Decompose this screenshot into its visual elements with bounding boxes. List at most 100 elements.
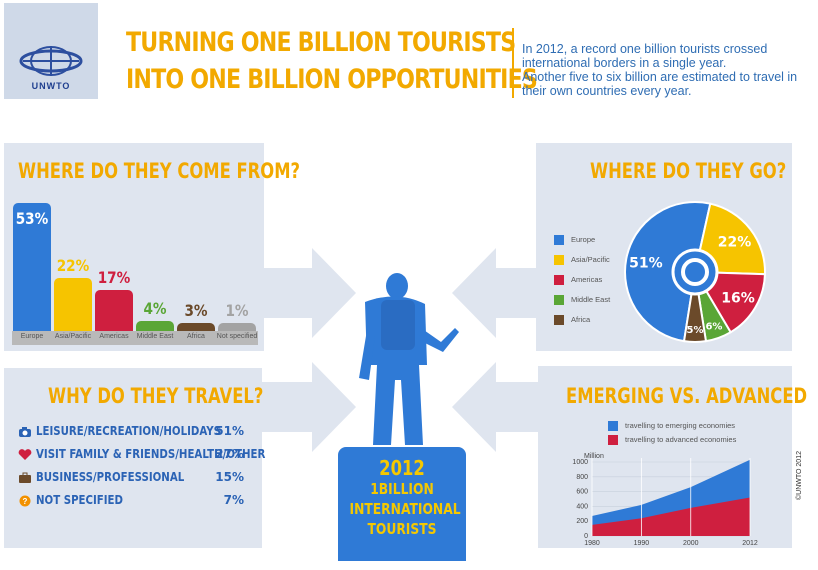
headline-line1: TURNING ONE BILLION TOURISTS	[126, 27, 516, 58]
bar-value-label: 22%	[56, 255, 90, 275]
pie-chart: 51% 22% 16% 6%5%	[624, 201, 766, 343]
why-row: VISIT FAMILY & FRIENDS/HEALTH/OTHER 27%	[18, 447, 265, 466]
bar-europe	[13, 203, 51, 331]
headline: TURNING ONE BILLION TOURISTS INTO ONE BI…	[126, 24, 538, 98]
bar-africa	[177, 323, 215, 331]
bar-value-label: 53%	[15, 209, 49, 228]
briefcase-icon	[18, 471, 32, 489]
center-international: INTERNATIONAL	[349, 500, 461, 518]
svg-text:?: ?	[23, 497, 28, 506]
bar-category-label: Americas	[99, 333, 129, 340]
why-panel: WHY DO THEY TRAVEL? LEISURE/RECREATION/H…	[4, 368, 265, 548]
legend-item: Europe	[554, 235, 654, 246]
copyright: ©UNWTO 2012	[796, 451, 803, 500]
heart-icon	[18, 448, 32, 466]
intro-line2: Another five to six billion are estimate…	[522, 70, 798, 98]
arrow-right-bottom-icon	[262, 362, 356, 452]
y-tick-label: 1000	[572, 459, 588, 466]
y-unit-label: Million	[584, 453, 604, 460]
come-from-panel: WHERE DO THEY COME FROM? 53% Europe 22% Asi…	[4, 143, 300, 351]
intro-text: In 2012, a record one billion tourists c…	[522, 42, 802, 98]
legend-emerging: travelling to emerging economies	[608, 421, 736, 432]
pie-slice-label: 5%	[687, 325, 704, 336]
y-tick-label: 0	[584, 533, 588, 540]
center-tourists: TOURISTS	[367, 520, 437, 538]
bar-category-label: Asia/Pacific	[54, 333, 92, 340]
logo-text: UNWTO	[31, 81, 71, 91]
divider	[512, 28, 514, 98]
bar-base	[12, 331, 258, 345]
intro-line1: In 2012, a record one billion tourists c…	[522, 42, 768, 70]
legend-label: Americas	[571, 275, 603, 285]
pie-slice-label: 22%	[718, 234, 752, 250]
pie-slice-label: 51%	[629, 256, 663, 272]
legend-swatch	[554, 315, 564, 326]
x-tick-label: 1980	[584, 540, 600, 547]
x-tick-label: 1990	[634, 540, 650, 547]
bar-category-label: Europe	[20, 333, 44, 340]
bar-value-label: 17%	[97, 267, 131, 287]
bar-middle-east	[136, 321, 174, 331]
unwto-logo: UNWTO	[4, 3, 98, 99]
center-year: 2012	[379, 456, 425, 480]
legend-emerging-label: travelling to emerging economies	[625, 421, 736, 430]
legend-swatch	[554, 275, 564, 286]
go-panel: WHERE DO THEY GO? Europe Asia/Pacific Amer…	[536, 143, 792, 351]
center-panel: 2012 1BILLION INTERNATIONAL TOURISTS	[338, 447, 466, 561]
bar-chart: 53% Europe 22% Asia/Pacific 17% Americas 4% Mid…	[12, 193, 258, 345]
legend-item: Africa	[554, 315, 654, 326]
swatch-advanced	[608, 435, 618, 446]
arrow-right-top-icon	[262, 248, 356, 338]
why-row: ? NOT SPECIFIED 7%	[18, 493, 258, 511]
y-tick-label: 800	[576, 474, 588, 481]
why-title: WHY DO THEY TRAVEL?	[48, 384, 264, 408]
why-row: BUSINESS/PROFESSIONAL 15%	[18, 470, 258, 488]
legend-advanced-label: travelling to advanced economies	[625, 435, 737, 444]
y-tick-label: 400	[576, 503, 588, 510]
area-advanced	[592, 497, 750, 536]
legend-swatch	[554, 295, 564, 306]
why-row-pct: 51%	[215, 424, 244, 438]
bar-category-label: Not specified	[216, 333, 258, 340]
headline-line2: INTO ONE BILLION OPPORTUNITIES	[126, 64, 538, 95]
tourist-silhouette-icon	[359, 273, 459, 445]
y-tick-label: 200	[576, 518, 588, 525]
bar-value-label: 4%	[143, 299, 167, 319]
center-billion: 1BILLION	[370, 480, 434, 498]
why-row-label: VISIT FAMILY & FRIENDS/HEALTH/OTHER	[36, 447, 266, 461]
emerging-title: EMERGING VS. ADVANCED	[566, 384, 808, 408]
bar-value-label: 3%	[184, 301, 208, 320]
emerging-panel: EMERGING VS. ADVANCED travelling to emer…	[538, 366, 807, 548]
legend-label: Middle East	[571, 295, 611, 305]
go-legend: Europe Asia/Pacific Americas Middle East Afr…	[554, 235, 654, 335]
why-row-label: LEISURE/RECREATION/HOLIDAYS	[36, 424, 221, 438]
legend-item: Americas	[554, 275, 654, 286]
arrow-left-bottom-icon	[452, 362, 546, 452]
legend-item: Middle East	[554, 295, 654, 306]
pie-slice-label: 16%	[721, 290, 755, 306]
globe-icon-ring	[681, 258, 709, 286]
why-row-label: NOT SPECIFIED	[36, 493, 123, 507]
globe-icon	[671, 248, 719, 296]
legend-label: Europe	[571, 235, 596, 244]
y-tick-label: 600	[576, 489, 588, 496]
legend-swatch	[554, 235, 564, 246]
bar-asia-pacific	[54, 277, 92, 331]
pie-slice-label: 6%	[705, 322, 722, 333]
arrow-left-top-icon	[452, 248, 546, 338]
legend-advanced: travelling to advanced economies	[608, 435, 737, 446]
legend-item: Asia/Pacific	[554, 255, 654, 266]
come-from-title: WHERE DO THEY COME FROM?	[18, 159, 301, 183]
legend-label: Asia/Pacific	[571, 255, 610, 265]
x-tick-label: 2000	[683, 540, 699, 547]
question-icon: ?	[18, 494, 32, 512]
pie-slice	[682, 271, 708, 343]
bar-category-label: Africa	[187, 333, 205, 340]
legend-label: Africa	[571, 315, 591, 325]
legend-swatch	[554, 255, 564, 266]
why-row-pct: 27%	[215, 447, 244, 461]
bar-category-label: Middle East	[136, 333, 174, 340]
camera-icon	[18, 425, 32, 443]
why-row-pct: 7%	[223, 493, 244, 507]
